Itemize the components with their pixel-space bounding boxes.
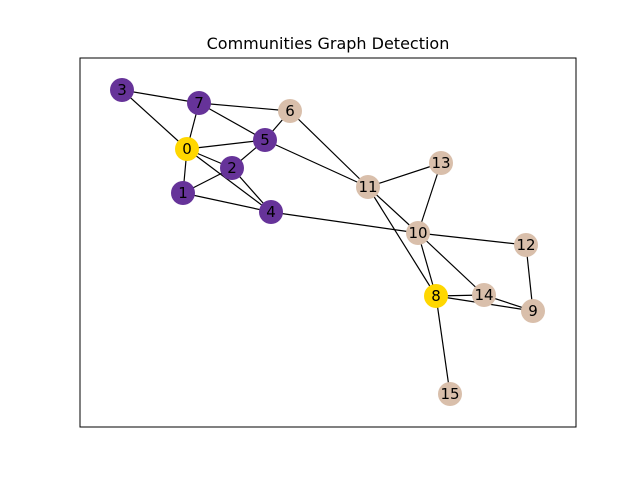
node-15: 15 [438, 382, 462, 406]
edge-11-13 [367, 162, 442, 188]
node-circle-15 [438, 382, 462, 406]
edge-4-10 [270, 211, 419, 234]
node-5: 5 [253, 128, 277, 152]
node-9: 9 [521, 299, 545, 323]
node-label-14: 14 [474, 286, 493, 304]
node-3: 3 [110, 78, 134, 102]
node-circle-14 [472, 283, 496, 307]
node-2: 2 [220, 156, 244, 180]
node-label-9: 9 [528, 302, 538, 320]
edge-3-7 [121, 89, 200, 104]
node-12: 12 [514, 233, 538, 257]
node-circle-6 [278, 99, 302, 123]
node-label-11: 11 [358, 178, 377, 196]
edge-7-5 [198, 102, 266, 141]
node-circle-1 [171, 181, 195, 205]
node-label-12: 12 [516, 236, 535, 254]
node-11: 11 [356, 175, 380, 199]
node-6: 6 [278, 99, 302, 123]
edge-10-12 [417, 232, 527, 246]
node-7: 7 [187, 91, 211, 115]
edge-1-4 [182, 192, 272, 213]
node-circle-2 [220, 156, 244, 180]
node-0: 0 [175, 137, 199, 161]
plot-frame [79, 57, 577, 428]
node-14: 14 [472, 283, 496, 307]
node-circle-3 [110, 78, 134, 102]
node-circle-5 [253, 128, 277, 152]
node-13: 13 [429, 151, 453, 175]
node-label-6: 6 [285, 102, 295, 120]
edge-0-4 [186, 148, 272, 213]
edge-0-5 [186, 139, 266, 150]
node-circle-12 [514, 233, 538, 257]
node-circle-9 [521, 299, 545, 323]
edge-7-6 [198, 102, 291, 112]
node-label-13: 13 [431, 154, 450, 172]
edge-6-11 [289, 110, 369, 188]
node-4: 4 [259, 200, 283, 224]
node-label-2: 2 [227, 159, 237, 177]
node-8: 8 [424, 284, 448, 308]
node-label-7: 7 [194, 94, 204, 112]
node-label-4: 4 [266, 203, 276, 221]
node-label-8: 8 [431, 287, 441, 305]
node-circle-7 [187, 91, 211, 115]
edge-5-11 [264, 139, 369, 188]
node-circle-11 [356, 175, 380, 199]
node-circle-0 [175, 137, 199, 161]
node-label-0: 0 [182, 140, 192, 158]
edge-8-15 [435, 295, 451, 395]
node-10: 10 [406, 221, 430, 245]
node-1: 1 [171, 181, 195, 205]
node-circle-8 [424, 284, 448, 308]
node-label-3: 3 [117, 81, 127, 99]
node-label-5: 5 [260, 131, 270, 149]
edge-11-8 [367, 186, 437, 297]
chart-title: Communities Graph Detection [207, 34, 450, 53]
node-circle-13 [429, 151, 453, 175]
node-label-15: 15 [440, 385, 459, 403]
node-label-1: 1 [178, 184, 188, 202]
edge-13-10 [417, 162, 442, 234]
node-circle-10 [406, 221, 430, 245]
node-label-10: 10 [408, 224, 427, 242]
node-circle-4 [259, 200, 283, 224]
edge-10-14 [417, 232, 485, 296]
edge-3-0 [121, 89, 188, 150]
